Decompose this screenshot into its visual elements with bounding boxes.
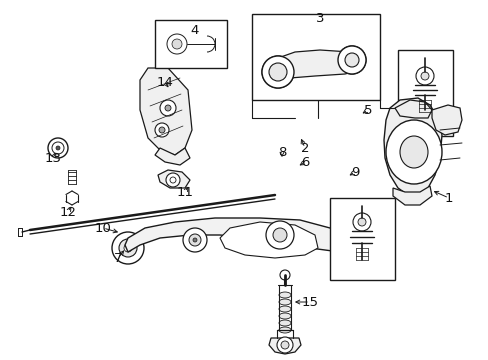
Text: 7: 7 [114, 252, 122, 265]
Text: 2: 2 [300, 141, 308, 154]
Ellipse shape [420, 72, 428, 80]
Ellipse shape [279, 320, 290, 326]
Polygon shape [155, 148, 190, 165]
Bar [251, 14, 379, 100]
Ellipse shape [279, 292, 290, 298]
Polygon shape [269, 50, 364, 82]
Text: 14: 14 [156, 76, 173, 89]
Ellipse shape [273, 68, 282, 76]
Bar [329, 198, 394, 280]
Ellipse shape [170, 177, 176, 183]
Ellipse shape [172, 39, 182, 49]
Ellipse shape [276, 337, 292, 353]
Ellipse shape [124, 244, 132, 252]
Text: 4: 4 [190, 23, 199, 36]
Ellipse shape [415, 67, 433, 85]
Text: 13: 13 [44, 152, 61, 165]
Ellipse shape [52, 142, 64, 154]
Ellipse shape [345, 53, 358, 67]
Ellipse shape [385, 120, 441, 184]
Text: 10: 10 [94, 221, 111, 234]
Polygon shape [394, 100, 431, 118]
Ellipse shape [119, 239, 137, 257]
Ellipse shape [189, 234, 201, 246]
Ellipse shape [268, 63, 286, 81]
Ellipse shape [193, 238, 197, 242]
Ellipse shape [279, 306, 290, 312]
Polygon shape [158, 170, 190, 188]
Text: 3: 3 [315, 12, 324, 24]
Text: 9: 9 [350, 166, 359, 179]
Ellipse shape [183, 228, 206, 252]
Bar [397, 50, 452, 136]
Ellipse shape [165, 173, 180, 187]
Polygon shape [431, 105, 461, 135]
Ellipse shape [262, 56, 293, 88]
Ellipse shape [399, 136, 427, 168]
Text: 11: 11 [176, 185, 193, 198]
Ellipse shape [167, 34, 186, 54]
Text: 12: 12 [60, 206, 76, 219]
Polygon shape [140, 68, 192, 155]
Ellipse shape [279, 327, 290, 333]
Polygon shape [125, 218, 364, 255]
Ellipse shape [337, 46, 365, 74]
Text: 1: 1 [444, 192, 452, 204]
Ellipse shape [155, 123, 169, 137]
Ellipse shape [164, 105, 171, 111]
Ellipse shape [160, 100, 176, 116]
Ellipse shape [279, 313, 290, 319]
Polygon shape [392, 186, 431, 205]
Text: 5: 5 [363, 104, 371, 117]
Text: 8: 8 [277, 145, 285, 158]
Ellipse shape [262, 56, 293, 88]
Ellipse shape [357, 218, 365, 226]
Ellipse shape [272, 228, 286, 242]
Polygon shape [268, 338, 301, 354]
Ellipse shape [345, 53, 358, 67]
Ellipse shape [48, 138, 68, 158]
Ellipse shape [337, 46, 365, 74]
Bar [155, 20, 226, 68]
Text: 6: 6 [300, 156, 308, 168]
Ellipse shape [280, 270, 289, 280]
Ellipse shape [112, 232, 143, 264]
Ellipse shape [281, 341, 288, 349]
Ellipse shape [279, 299, 290, 305]
Ellipse shape [352, 213, 370, 231]
Ellipse shape [268, 63, 286, 81]
Ellipse shape [159, 127, 164, 133]
Polygon shape [220, 222, 317, 258]
Polygon shape [383, 98, 441, 195]
Text: 15: 15 [301, 296, 318, 309]
Ellipse shape [56, 146, 60, 150]
Ellipse shape [265, 221, 293, 249]
